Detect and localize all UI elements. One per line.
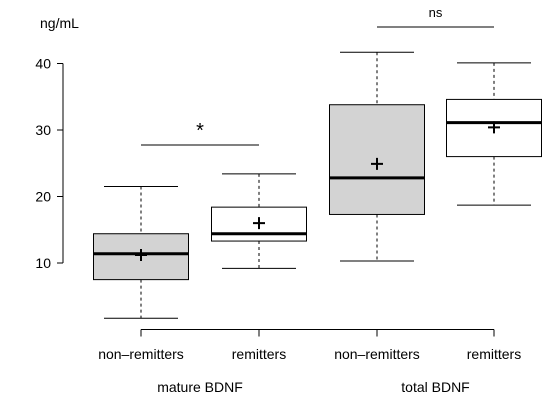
y-tick-label: 30: [35, 122, 51, 138]
group-label: mature BDNF: [157, 379, 243, 395]
significance-label: *: [196, 120, 204, 142]
y-tick-label: 10: [35, 255, 51, 271]
x-category-label: non–remitters: [98, 346, 184, 362]
y-axis-label: ng/mL: [40, 15, 79, 31]
y-tick-label: 20: [35, 189, 51, 205]
mean-marker: [488, 121, 500, 134]
group-label: total BDNF: [401, 379, 469, 395]
significance-label: ns: [429, 5, 443, 20]
mean-marker: [253, 217, 265, 230]
x-category-label: remitters: [467, 346, 521, 362]
mean-marker: [371, 157, 383, 170]
mean-marker: [135, 249, 147, 262]
x-category-label: remitters: [232, 346, 286, 362]
x-category-label: non–remitters: [334, 346, 420, 362]
y-tick-label: 40: [35, 56, 51, 72]
